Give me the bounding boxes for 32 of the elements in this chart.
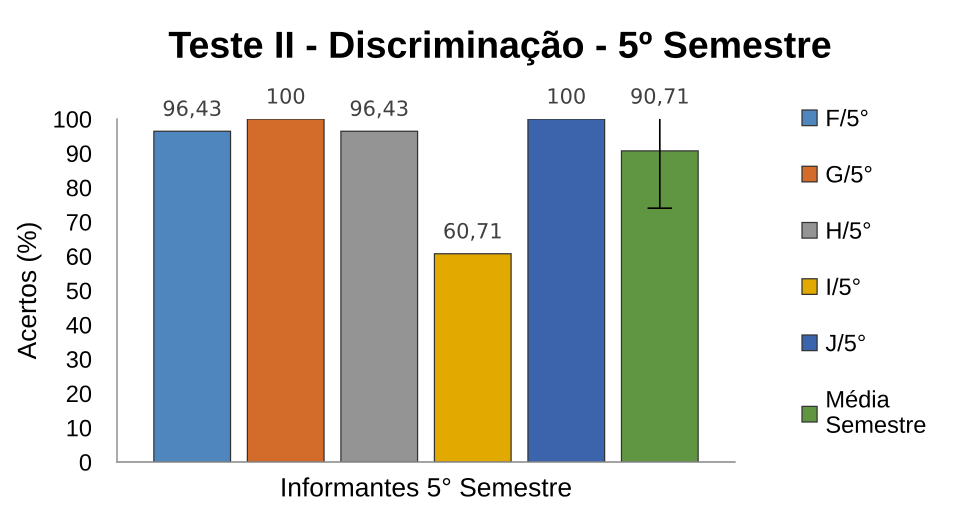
legend-label: H/5° xyxy=(827,221,870,239)
data-label: 100 xyxy=(548,88,585,104)
data-label: 100 xyxy=(268,88,304,104)
y-tick-label: 100 xyxy=(54,111,92,128)
bar xyxy=(340,130,418,462)
y-tick-label: 30 xyxy=(66,351,92,368)
bar xyxy=(527,119,606,462)
y-tick-label: 10 xyxy=(68,420,92,436)
legend-label: J/5° xyxy=(826,334,865,352)
y-tick-label: 40 xyxy=(66,316,92,334)
legend-label: I/5° xyxy=(828,278,860,296)
x-tick-label: Informantes 5° Semestre xyxy=(282,477,571,497)
y-tick-label: 0 xyxy=(80,454,92,471)
data-label: 96,43 xyxy=(164,100,220,118)
bar xyxy=(434,253,512,462)
data-label: 96,43 xyxy=(350,100,408,118)
data-label: 90,71 xyxy=(631,88,688,106)
y-tick-label: 60 xyxy=(66,248,92,265)
legend-label: F/5° xyxy=(827,109,868,126)
y-tick-label: 90 xyxy=(66,145,92,162)
legend-label: G/5° xyxy=(826,165,872,183)
y-axis-title: Acertos (%) xyxy=(16,223,42,360)
y-tick-label: 20 xyxy=(66,385,92,402)
y-tick-label: 80 xyxy=(66,180,92,196)
data-label: 60,71 xyxy=(444,222,501,241)
y-tick-label: 70 xyxy=(66,214,92,231)
bar xyxy=(246,119,325,462)
legend-label: Média Semestre xyxy=(826,390,926,434)
bar xyxy=(620,150,699,462)
y-tick-label: 50 xyxy=(66,282,92,300)
bar xyxy=(153,130,232,462)
chart-title: Teste II - Discriminação - 5º Semestre xyxy=(168,30,830,66)
